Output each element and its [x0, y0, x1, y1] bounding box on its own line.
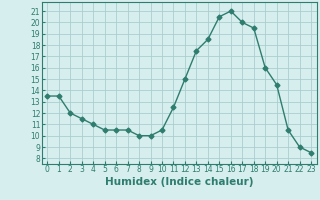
X-axis label: Humidex (Indice chaleur): Humidex (Indice chaleur) — [105, 177, 253, 187]
